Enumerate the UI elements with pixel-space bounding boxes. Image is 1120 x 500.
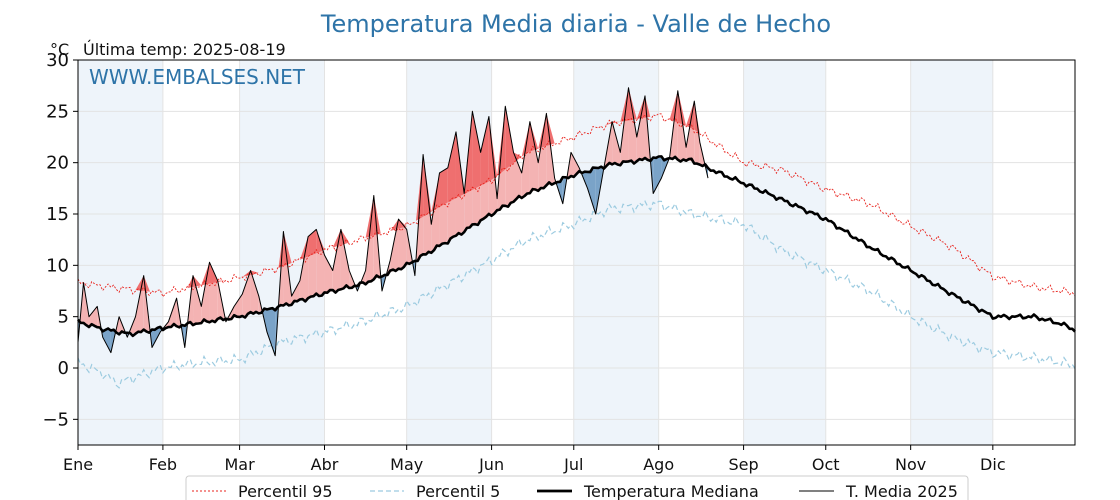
y-tick-label: 30 — [46, 50, 69, 71]
above-median-fill — [234, 294, 243, 318]
x-tick-label: Oct — [812, 455, 840, 474]
x-tick-label: Mar — [225, 455, 256, 474]
above-p95-fill — [677, 90, 687, 126]
above-p95-fill — [628, 87, 637, 121]
above-median-fill — [398, 219, 407, 269]
legend-label-p5: Percentil 5 — [416, 482, 500, 500]
series-lines — [77, 87, 1076, 389]
below-median-fill — [587, 168, 596, 214]
above-p95-fill — [431, 172, 440, 212]
above-p95-fill — [546, 113, 555, 147]
y-tick-label: 5 — [58, 307, 69, 328]
legend-label-p95: Percentil 95 — [238, 482, 333, 500]
chart-title: Temperatura Media diaria - Valle de Hech… — [320, 10, 831, 38]
above-p95-fill — [332, 229, 341, 248]
x-tick-label: Nov — [895, 455, 926, 474]
above-p95-fill — [521, 121, 530, 157]
legend-box — [185, 475, 969, 500]
above-median-fill — [242, 270, 251, 316]
above-p95-fill — [686, 101, 695, 130]
x-tick-label: Dic — [980, 455, 1006, 474]
month-band — [743, 60, 826, 445]
above-p95-fill — [308, 229, 317, 257]
above-median-fill — [291, 280, 300, 304]
series-line-p95 — [77, 113, 1076, 298]
above-p95-fill — [636, 95, 645, 120]
above-median-fill — [390, 219, 399, 273]
x-tick-label: Sep — [729, 455, 759, 474]
above-p95-fill — [83, 282, 89, 285]
unit-label: °C — [50, 40, 69, 59]
series-line-p5 — [77, 200, 1076, 389]
above-p95-fill — [415, 154, 424, 221]
above-p95-fill — [278, 231, 284, 268]
above-p95-fill — [529, 121, 539, 152]
x-tick-label: Ene — [63, 455, 93, 474]
x-tick-label: Feb — [149, 455, 177, 474]
below-median-fill — [266, 307, 276, 356]
x-tick-label: May — [390, 455, 423, 474]
series-line-current — [77, 87, 709, 357]
legend: Percentil 95 Percentil 5 Temperatura Med… — [185, 475, 969, 500]
y-tick-label: −5 — [42, 409, 69, 430]
above-p95-fill — [439, 167, 448, 207]
above-median-fill — [571, 152, 580, 177]
y-tick-label: 25 — [46, 101, 69, 122]
y-tick-label: 15 — [46, 204, 69, 225]
plot-background — [78, 60, 1075, 445]
above-p95-fill — [472, 111, 481, 190]
above-p95-fill — [201, 262, 210, 286]
above-p95-fill — [373, 195, 381, 236]
above-p95-fill — [694, 101, 700, 134]
axes: −5 0 5 10 15 20 25 30 Ene Feb Mar Abr May Jun Jul Ago Se… — [42, 50, 1076, 474]
above-p95-fill — [299, 236, 309, 260]
above-p95-fill — [447, 131, 456, 203]
x-tick-label: Jul — [563, 455, 583, 474]
above-median-fill — [324, 255, 333, 294]
below-median-fill — [102, 328, 111, 353]
above-p95-fill — [497, 106, 506, 176]
above-p95-fill — [505, 106, 514, 170]
last-temp-label: Última temp: 2025-08-19 — [83, 40, 286, 59]
above-median-fill — [513, 152, 522, 202]
above-p95-fill — [669, 90, 678, 123]
month-band — [910, 60, 993, 445]
y-tick-label: 0 — [58, 358, 69, 379]
y-tick-label: 20 — [46, 153, 69, 174]
plot-frame — [77, 59, 1076, 446]
y-tick-label: 10 — [46, 255, 69, 276]
above-median-fill — [88, 306, 98, 328]
above-p95-fill — [283, 231, 292, 267]
above-p95-fill — [604, 121, 613, 126]
x-tick-label: Abr — [311, 455, 339, 474]
series-line-median — [77, 155, 1076, 338]
above-median-fill — [612, 121, 621, 165]
x-tick-label: Ago — [643, 455, 674, 474]
x-tick-label: Jun — [478, 455, 504, 474]
watermark: WWW.EMBALSES.NET — [89, 65, 306, 89]
month-band — [78, 60, 163, 445]
above-p95-fill — [217, 280, 226, 283]
above-p95-fill — [620, 87, 629, 122]
above-p95-fill — [538, 113, 547, 149]
above-p95-fill — [365, 195, 374, 238]
above-median-fill — [250, 270, 259, 314]
above-p95-fill — [480, 116, 489, 186]
legend-label-median: Temperatura Mediana — [583, 482, 759, 500]
below-median-fill — [653, 157, 662, 194]
legend-label-current: T. Media 2025 — [845, 482, 958, 500]
